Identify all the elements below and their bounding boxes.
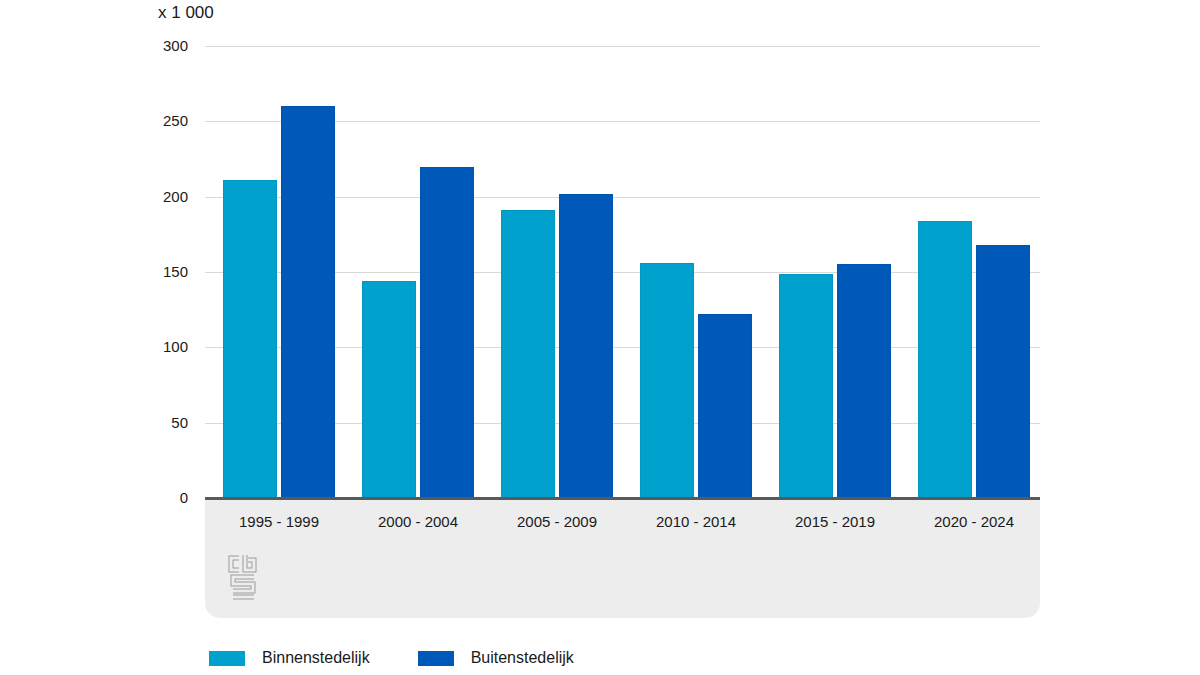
legend-item-buitenstedelijk[interactable]: Buitenstedelijk: [418, 649, 574, 667]
y-tick-label: 50: [140, 414, 188, 432]
bar-chart: x 1 000 050100150200250300 1995 - 199920…: [0, 0, 1200, 675]
bar-buitenstedelijk-2000-2004[interactable]: [420, 167, 474, 498]
x-tick-label: 2005 - 2009: [487, 513, 627, 530]
y-tick-label: 200: [140, 188, 188, 206]
y-tick-label: 300: [140, 37, 188, 55]
legend-item-binnenstedelijk[interactable]: Binnenstedelijk: [209, 649, 370, 667]
chart-footer: 1995 - 19992000 - 20042005 - 20092010 - …: [205, 500, 1040, 618]
x-tick-label: 2015 - 2019: [765, 513, 905, 530]
y-tick-label: 150: [140, 263, 188, 281]
bar-buitenstedelijk-1995-1999[interactable]: [281, 106, 335, 498]
legend-label: Buitenstedelijk: [471, 649, 574, 667]
bar-binnenstedelijk-2005-2009[interactable]: [501, 210, 555, 498]
y-tick-label: 250: [140, 112, 188, 130]
y-tick-label: 0: [140, 489, 188, 507]
bar-binnenstedelijk-2010-2014[interactable]: [640, 263, 694, 498]
x-tick-label: 2010 - 2014: [626, 513, 766, 530]
x-tick-label: 2020 - 2024: [904, 513, 1044, 530]
legend-label: Binnenstedelijk: [262, 649, 370, 667]
bar-buitenstedelijk-2005-2009[interactable]: [559, 194, 613, 498]
bar-buitenstedelijk-2020-2024[interactable]: [976, 245, 1030, 498]
bar-binnenstedelijk-2000-2004[interactable]: [362, 281, 416, 498]
bar-binnenstedelijk-2015-2019[interactable]: [779, 274, 833, 498]
bar-buitenstedelijk-2010-2014[interactable]: [698, 314, 752, 498]
bar-binnenstedelijk-1995-1999[interactable]: [223, 180, 277, 498]
cbs-logo: [225, 552, 261, 602]
x-axis-line: [205, 497, 1040, 500]
bar-buitenstedelijk-2015-2019[interactable]: [837, 264, 891, 498]
y-axis-unit-label: x 1 000: [158, 3, 214, 23]
legend-swatch-binnenstedelijk: [209, 651, 245, 666]
chart-legend: Binnenstedelijk Buitenstedelijk: [209, 649, 574, 667]
x-tick-label: 1995 - 1999: [209, 513, 349, 530]
gridline: [205, 46, 1040, 47]
legend-swatch-buitenstedelijk: [418, 651, 454, 666]
x-tick-label: 2000 - 2004: [348, 513, 488, 530]
bar-binnenstedelijk-2020-2024[interactable]: [918, 221, 972, 498]
y-tick-label: 100: [140, 338, 188, 356]
